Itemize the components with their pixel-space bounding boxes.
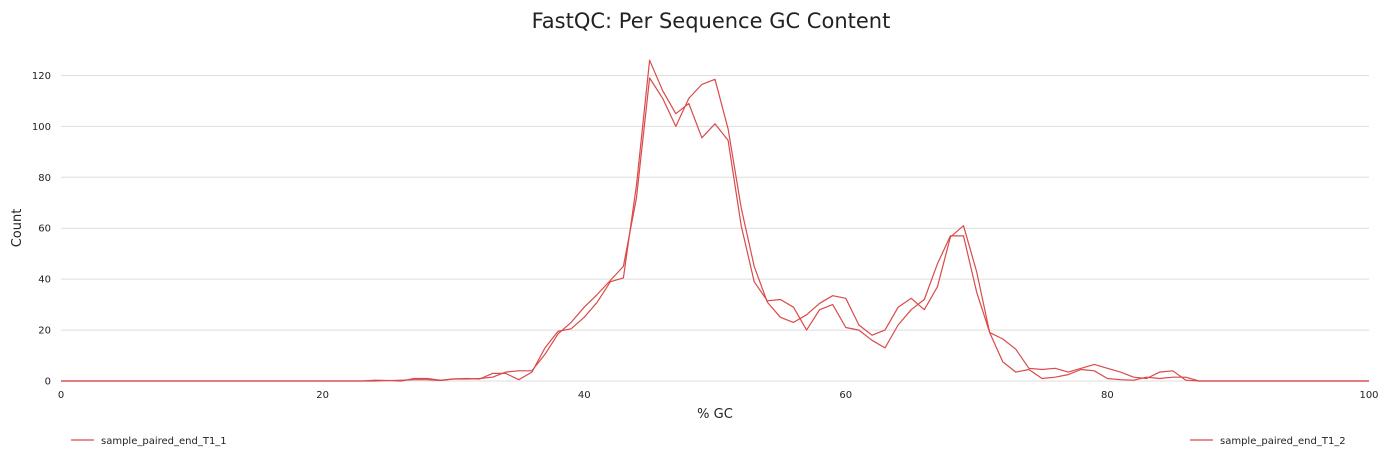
x-tick-label: 60 — [839, 390, 852, 401]
y-tick-label: 60 — [38, 224, 51, 235]
x-tick-label: 100 — [1359, 390, 1378, 401]
y-axis-label: Count — [10, 209, 25, 248]
legend-label-1: sample_paired_end_T1_1 — [101, 436, 227, 447]
legend-label-2: sample_paired_end_T1_2 — [1220, 436, 1346, 447]
y-tick-label: 120 — [32, 71, 51, 82]
legend-item-2[interactable]: sample_paired_end_T1_2 — [1190, 436, 1346, 447]
series-lines — [61, 59, 1369, 382]
y-tick-label: 40 — [38, 275, 51, 286]
y-tick-label: 20 — [38, 326, 51, 337]
x-tick-label: 80 — [1101, 390, 1114, 401]
y-tick-label: 80 — [38, 173, 51, 184]
chart-title: FastQC: Per Sequence GC Content — [532, 9, 891, 33]
x-tick-label: 20 — [316, 390, 329, 401]
legend-item-1[interactable]: sample_paired_end_T1_1 — [71, 436, 227, 447]
y-tick-label: 100 — [32, 122, 51, 133]
series-line-2 — [61, 77, 1369, 382]
x-axis-label: % GC — [697, 407, 733, 422]
x-tick-label: 40 — [578, 390, 591, 401]
x-tick-label: 0 — [58, 390, 64, 401]
y-axis-ticks: 0 20 40 60 80 100 120 — [32, 71, 51, 388]
series-line-1 — [61, 59, 1369, 382]
y-tick-label: 0 — [45, 377, 51, 388]
x-axis-ticks: 0 20 40 60 80 100 — [58, 390, 1379, 401]
gridlines — [61, 74, 1369, 382]
